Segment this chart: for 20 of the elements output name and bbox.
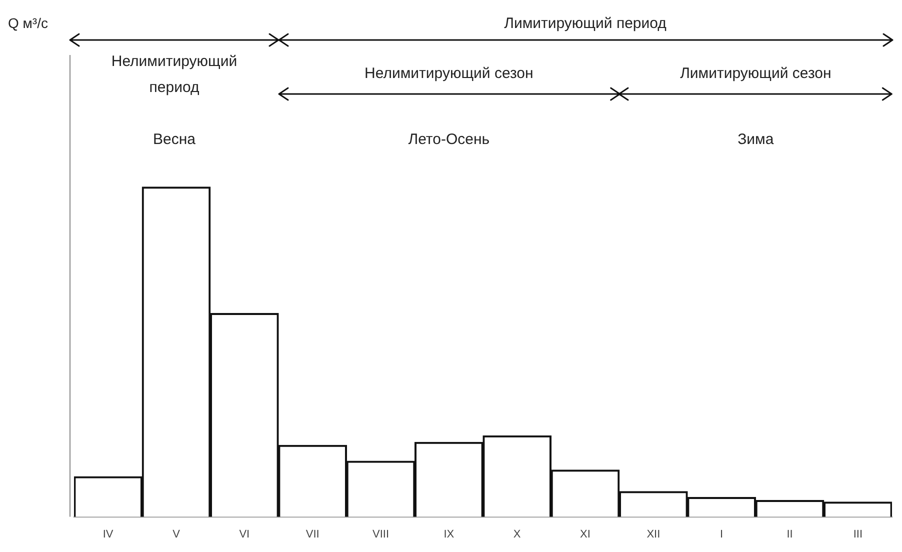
- text: Нелимитирующий сезон: [364, 65, 534, 82]
- x-tick-label: I: [720, 528, 724, 540]
- x-tick-label: II: [786, 528, 793, 540]
- text: Лето-Осень: [408, 131, 490, 148]
- x-tick-label: IV: [102, 528, 114, 540]
- x-tick-label: IX: [444, 528, 455, 540]
- x-tick-label: VI: [239, 528, 250, 540]
- x-tick-label: VII: [306, 528, 320, 540]
- x-tick-label: XII: [646, 528, 660, 540]
- x-tick-label: VIII: [372, 528, 390, 540]
- x-tick-label: XI: [580, 528, 590, 540]
- text: Весна: [153, 131, 196, 148]
- text: Зима: [738, 131, 774, 148]
- x-tick-label: X: [513, 528, 522, 540]
- text: Лимитирующий период: [504, 15, 667, 32]
- text: Нелимитирующий период: [111, 53, 238, 96]
- x-tick-label: V: [172, 528, 181, 540]
- x-tick-label: III: [853, 528, 863, 540]
- text: Лимитирующий сезон: [680, 65, 832, 82]
- text: Q м³/с: [8, 14, 48, 31]
